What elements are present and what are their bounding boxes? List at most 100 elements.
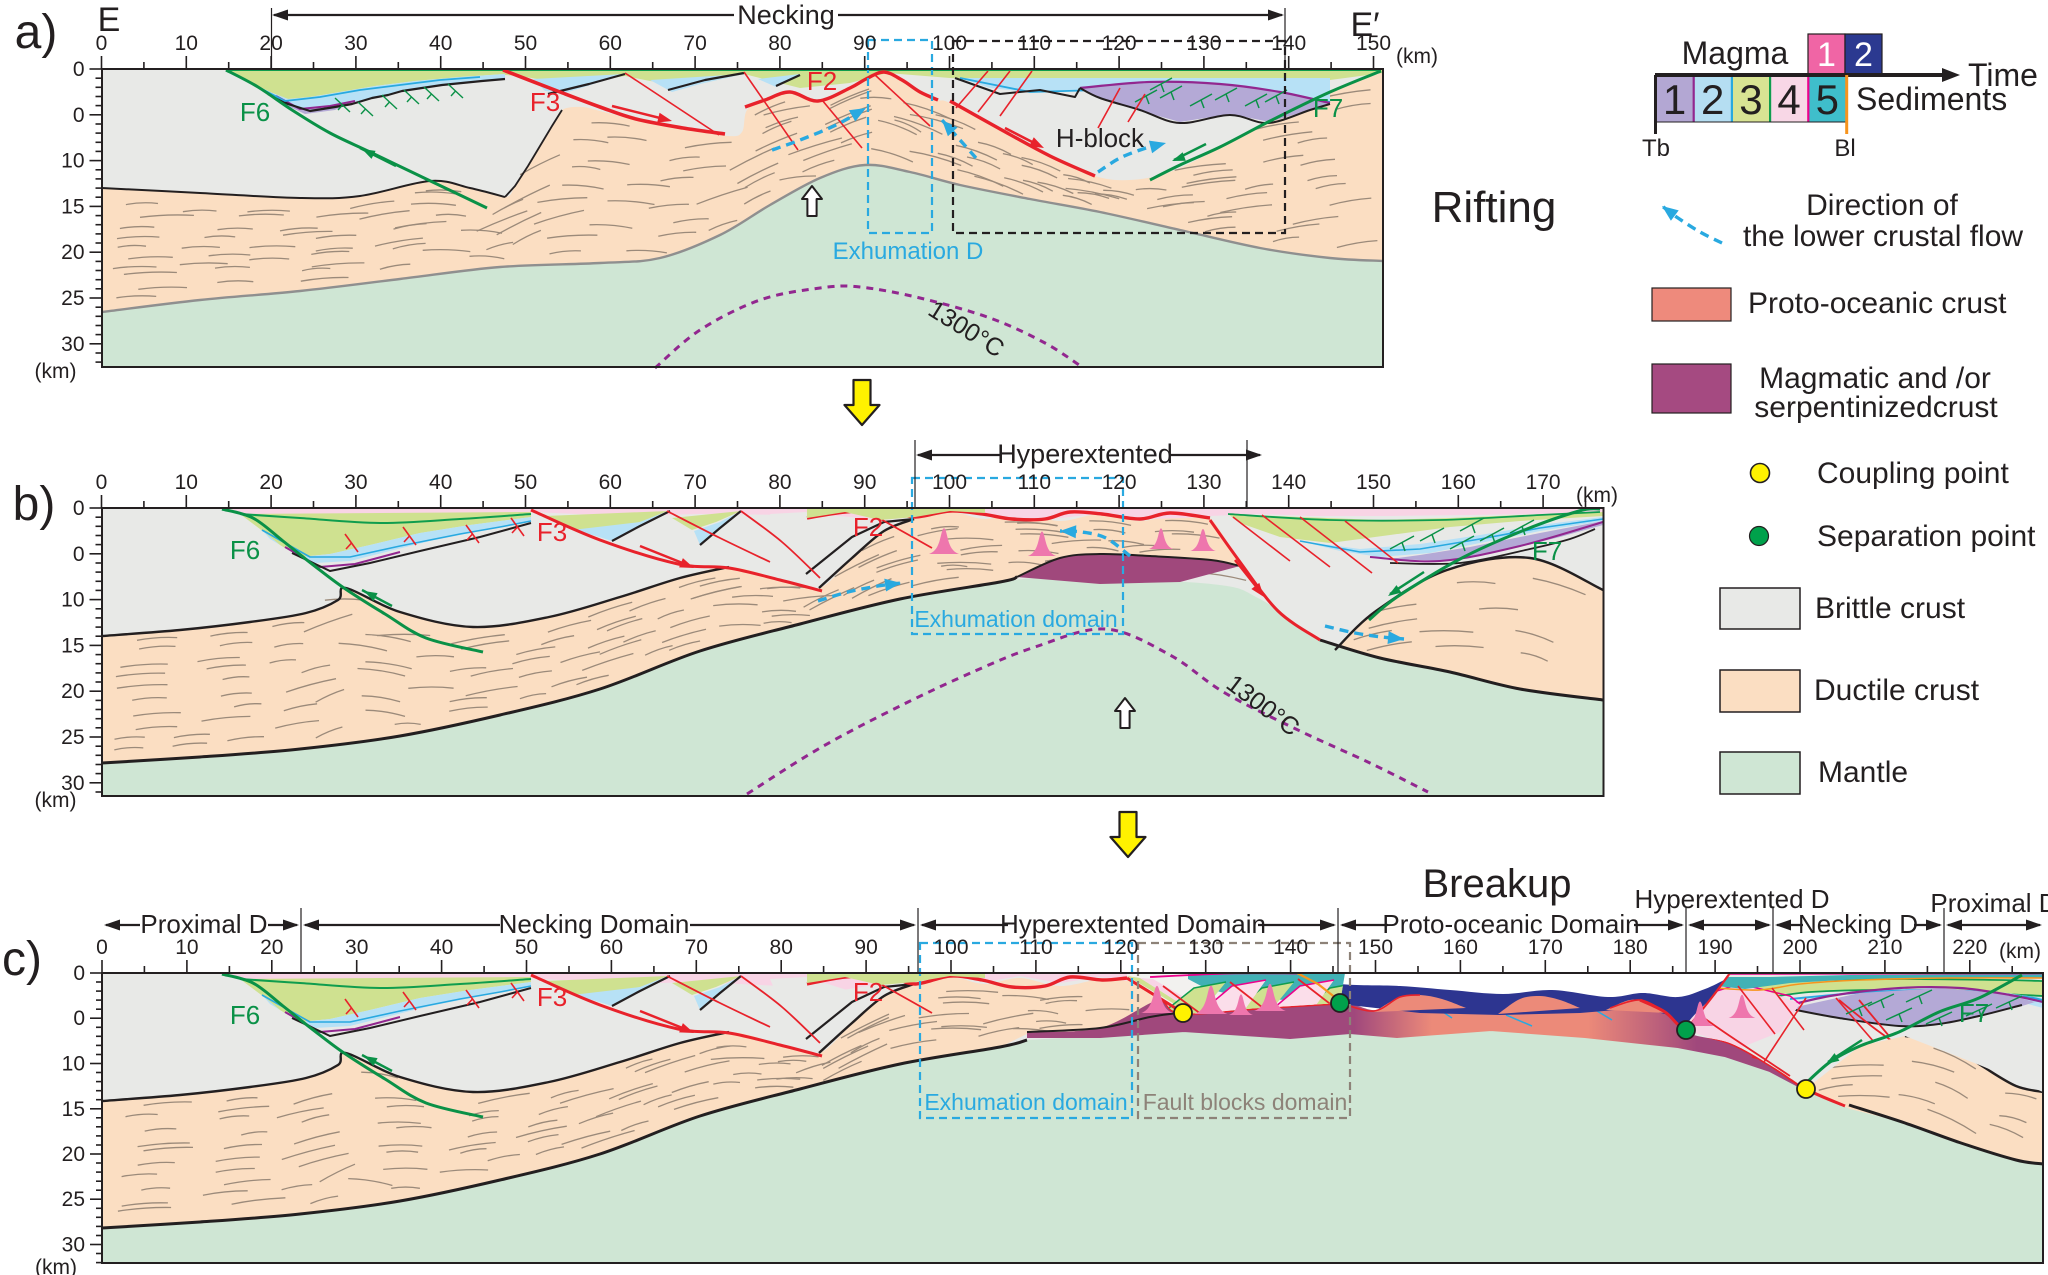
svg-text:80: 80 [768, 471, 791, 494]
svg-text:15: 15 [62, 1098, 85, 1121]
svg-text:30: 30 [344, 32, 367, 55]
svg-text:Tb: Tb [1642, 135, 1670, 162]
svg-text:Sediments: Sediments [1856, 81, 2007, 117]
svg-text:190: 190 [1698, 936, 1733, 959]
svg-text:80: 80 [768, 32, 791, 55]
svg-text:70: 70 [683, 471, 706, 494]
svg-text:0: 0 [73, 104, 85, 127]
svg-text:(km): (km) [35, 789, 77, 812]
svg-text:90: 90 [853, 471, 876, 494]
svg-text:110: 110 [1018, 32, 1051, 55]
svg-text:2: 2 [1854, 36, 1873, 74]
svg-text:100: 100 [933, 936, 968, 959]
svg-text:20: 20 [62, 1143, 85, 1166]
svg-text:(km): (km) [1396, 45, 1438, 68]
svg-text:80: 80 [770, 936, 793, 959]
svg-text:F7: F7 [1313, 93, 1343, 123]
svg-text:F3: F3 [537, 517, 567, 547]
svg-text:b): b) [13, 478, 56, 531]
svg-text:(km): (km) [1576, 484, 1618, 507]
svg-text:10: 10 [61, 150, 84, 173]
svg-text:3: 3 [1739, 76, 1762, 123]
svg-text:170: 170 [1526, 471, 1561, 494]
svg-text:90: 90 [854, 936, 877, 959]
svg-text:20: 20 [61, 680, 84, 703]
svg-text:10: 10 [62, 1053, 85, 1076]
svg-text:20: 20 [259, 471, 282, 494]
svg-text:0: 0 [73, 962, 85, 985]
svg-text:40: 40 [429, 471, 452, 494]
svg-text:F3: F3 [530, 87, 560, 117]
svg-text:180: 180 [1613, 936, 1648, 959]
svg-text:F2: F2 [807, 66, 837, 96]
svg-text:160: 160 [1441, 471, 1476, 494]
svg-text:0: 0 [96, 32, 108, 55]
svg-text:1: 1 [1817, 36, 1836, 74]
svg-text:100: 100 [932, 32, 967, 55]
svg-text:Hyperextented: Hyperextented [997, 439, 1173, 469]
svg-text:150: 150 [1356, 471, 1391, 494]
svg-text:25: 25 [61, 726, 84, 749]
svg-text:Necking D: Necking D [1798, 909, 1918, 939]
svg-text:Necking: Necking [737, 0, 835, 30]
svg-text:30: 30 [61, 333, 84, 356]
svg-text:110: 110 [1018, 471, 1051, 494]
svg-text:Exhumation domain: Exhumation domain [914, 606, 1117, 632]
svg-text:0: 0 [73, 1007, 85, 1030]
svg-text:100: 100 [932, 471, 967, 494]
svg-text:Exhumation domain: Exhumation domain [924, 1089, 1127, 1115]
svg-text:15: 15 [61, 634, 84, 657]
svg-text:130: 130 [1186, 32, 1221, 55]
svg-text:50: 50 [514, 32, 537, 55]
svg-text:Breakup: Breakup [1423, 862, 1572, 906]
svg-text:Proto-oceanic Domain: Proto-oceanic Domain [1382, 909, 1639, 939]
svg-text:(km): (km) [35, 1256, 77, 1275]
svg-text:10: 10 [175, 32, 198, 55]
svg-text:the lower crustal flow: the lower crustal flow [1743, 220, 2023, 253]
svg-text:Coupling point: Coupling point [1817, 457, 2009, 490]
svg-text:50: 50 [514, 471, 537, 494]
svg-text:F7: F7 [1959, 998, 1989, 1028]
svg-text:0: 0 [96, 471, 108, 494]
svg-text:60: 60 [599, 471, 622, 494]
svg-text:10: 10 [61, 589, 84, 612]
svg-text:50: 50 [515, 936, 538, 959]
svg-text:120: 120 [1102, 471, 1137, 494]
svg-text:170: 170 [1528, 936, 1563, 959]
svg-text:1: 1 [1663, 76, 1686, 123]
svg-text:130: 130 [1188, 936, 1223, 959]
svg-text:60: 60 [599, 32, 622, 55]
svg-text:F6: F6 [240, 97, 270, 127]
svg-text:Ductile crust: Ductile crust [1814, 674, 1980, 707]
svg-text:Direction of: Direction of [1806, 189, 1958, 222]
svg-text:160: 160 [1443, 936, 1478, 959]
svg-text:0: 0 [73, 497, 85, 520]
svg-text:(km): (km) [1999, 940, 2041, 963]
svg-text:30: 30 [62, 1234, 85, 1257]
svg-text:Time: Time [1968, 57, 2038, 93]
svg-text:E′: E′ [1350, 6, 1379, 44]
svg-text:Exhumation D: Exhumation D [833, 238, 984, 265]
svg-text:30: 30 [345, 936, 368, 959]
svg-text:2: 2 [1701, 76, 1724, 123]
svg-text:130: 130 [1186, 471, 1221, 494]
svg-text:Proximal D: Proximal D [1930, 888, 2048, 918]
svg-text:Proto-oceanic crust: Proto-oceanic crust [1748, 287, 2007, 320]
svg-text:Mantle: Mantle [1818, 756, 1908, 789]
svg-text:serpentinizedcrust: serpentinizedcrust [1754, 391, 1998, 424]
svg-text:25: 25 [61, 287, 84, 310]
svg-text:60: 60 [600, 936, 623, 959]
svg-text:0: 0 [96, 936, 108, 959]
svg-text:30: 30 [344, 471, 367, 494]
svg-text:5: 5 [1816, 76, 1839, 123]
svg-text:Fault blocks domain: Fault blocks domain [1143, 1089, 1348, 1115]
svg-text:150: 150 [1356, 32, 1391, 55]
svg-text:Separation point: Separation point [1817, 520, 2036, 553]
svg-text:F6: F6 [230, 535, 260, 565]
svg-text:70: 70 [685, 936, 708, 959]
svg-text:Necking Domain: Necking Domain [499, 909, 690, 939]
svg-text:0: 0 [73, 58, 85, 81]
svg-text:120: 120 [1102, 32, 1137, 55]
svg-text:20: 20 [259, 32, 282, 55]
svg-text:c): c) [2, 933, 42, 986]
